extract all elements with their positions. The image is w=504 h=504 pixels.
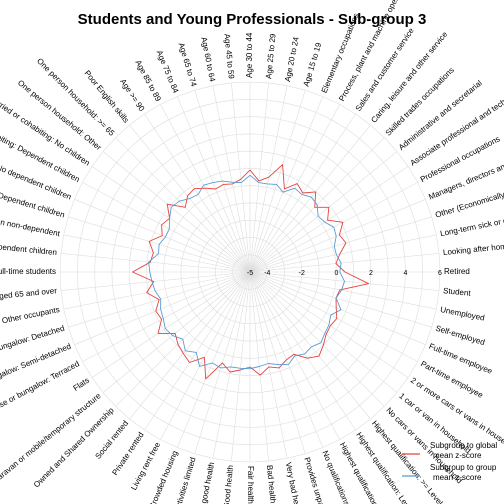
- legend-label: Subgroup to global: [430, 441, 497, 450]
- category-label: Other: All full-time students: [0, 267, 56, 276]
- category-label: Age 30 to 44: [245, 32, 254, 78]
- tick-label: -4: [264, 270, 270, 277]
- grid-spoke: [91, 166, 251, 273]
- grid-spoke: [249, 90, 306, 273]
- grid-spoke: [249, 253, 440, 273]
- legend-label: Subgroup to group: [430, 463, 497, 472]
- chart-title: Students and Young Professionals - Sub-g…: [78, 11, 427, 28]
- category-label: Unemployed: [439, 305, 485, 323]
- series: [132, 164, 370, 380]
- grid-spoke: [249, 96, 323, 273]
- legend-label: mean z-score: [433, 451, 482, 460]
- grid-spoke: [212, 85, 251, 273]
- category-label: Self-employed: [434, 324, 486, 347]
- grid-spoke: [115, 137, 251, 273]
- grid-spoke: [249, 271, 371, 420]
- tick-label: 6: [438, 270, 442, 277]
- series-line-2: [148, 174, 345, 370]
- tick-label: 0: [334, 270, 338, 277]
- grid-spoke: [249, 85, 288, 273]
- category-label: Age 60 to 64: [199, 36, 217, 83]
- grid-spoke: [63, 234, 251, 273]
- tick-label: -2: [299, 270, 305, 277]
- grid-spoke: [249, 151, 398, 273]
- grid-spoke: [249, 271, 288, 459]
- grid-spoke: [249, 271, 437, 310]
- grid-spoke: [60, 253, 251, 273]
- legend-label: mean z-score: [433, 473, 482, 482]
- grid-spoke: [144, 113, 251, 273]
- grid-spoke: [60, 271, 251, 291]
- category-label: Looking after home or family: [443, 238, 504, 257]
- grid-spoke: [102, 151, 251, 273]
- grid-spoke: [177, 271, 251, 448]
- grid-spoke: [249, 271, 426, 345]
- grid-spoke: [63, 271, 251, 310]
- grid-spoke: [212, 271, 251, 459]
- category-label: Age 75 to 84: [155, 49, 181, 95]
- category-label: Age 20 to 24: [283, 36, 301, 83]
- tick-label: -5: [247, 270, 253, 277]
- category-label: Student: [443, 286, 472, 298]
- grid-spoke: [82, 271, 251, 362]
- grid-spoke: [129, 271, 251, 420]
- category-label: Bad health: [265, 465, 278, 504]
- grid-spoke: [249, 271, 385, 407]
- category-label: Very bad health: [284, 461, 304, 504]
- radial-ticks: -5 -4 -2 0 2 4 6: [247, 270, 442, 277]
- grid-spoke: [249, 216, 432, 273]
- grid-spoke: [249, 271, 418, 362]
- grid-spoke: [102, 271, 251, 393]
- grid-spoke: [177, 96, 251, 273]
- grid-spoke: [249, 271, 398, 393]
- grid-spoke: [249, 271, 306, 454]
- tick-label: 2: [369, 270, 373, 277]
- category-label: Other: All aged 65 and over: [0, 286, 58, 305]
- category-label: Good health: [222, 465, 235, 504]
- grid-spoke: [160, 271, 251, 440]
- grid-spoke: [249, 271, 432, 328]
- grid-spoke: [249, 271, 356, 431]
- grid-spoke: [82, 182, 251, 273]
- grid-spoke: [231, 271, 251, 462]
- tick-label: 4: [404, 270, 408, 277]
- category-label: Other: With dependent children: [0, 237, 57, 257]
- grid-spoke: [249, 166, 409, 273]
- category-label: Age 15 to 19: [302, 41, 324, 88]
- category-label: Flats: [72, 376, 91, 393]
- series-line-1: [132, 164, 370, 380]
- grid-spoke: [249, 199, 426, 273]
- grid-spoke: [249, 124, 371, 273]
- category-label: Age 45 to 59: [222, 33, 235, 80]
- grid-spoke: [249, 82, 269, 273]
- category-label: Retired: [444, 267, 470, 276]
- grid-spoke: [74, 271, 251, 345]
- grid-spoke: [249, 234, 437, 273]
- category-label: Very good health: [196, 461, 217, 504]
- grid-spoke: [231, 82, 251, 273]
- category-label: Age 65 to 74: [177, 42, 199, 89]
- category-label: Fair health: [246, 466, 255, 504]
- grid-spoke: [144, 271, 251, 431]
- grid-spoke: [91, 271, 251, 378]
- category-label: Age 25 to 29: [264, 33, 277, 80]
